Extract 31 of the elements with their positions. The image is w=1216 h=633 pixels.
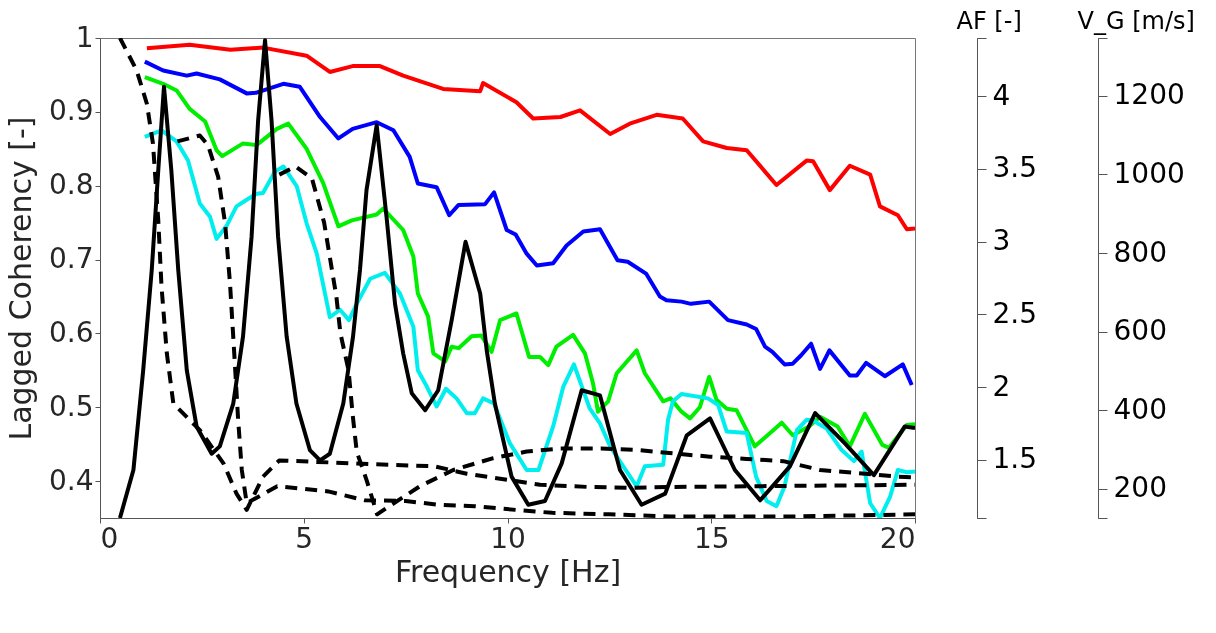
y-tick-label: 0.4 — [48, 463, 94, 497]
y3-axis-title: V_G [m/s] — [1077, 7, 1195, 35]
y2-tick-label: 1.5 — [992, 442, 1038, 476]
line-series — [142, 59, 914, 388]
y-tick-label: 0.7 — [48, 242, 94, 276]
y2-tick-label: 3 — [992, 224, 1011, 258]
y2-axis-title: AF [-] — [956, 7, 1022, 35]
y-tick-label: 1 — [75, 20, 94, 54]
y-tick-label: 0.9 — [48, 94, 94, 128]
x-tick-label: 5 — [295, 521, 314, 555]
y2-tick-label: 4 — [992, 78, 1011, 112]
line-series — [144, 42, 915, 232]
y3-tick-label: 400 — [1113, 392, 1167, 426]
y-axis-title: Lagged Coherency [-] — [2, 116, 38, 441]
y2-tick-label: 3.5 — [992, 151, 1038, 185]
y3-tick-label: 1000 — [1113, 156, 1185, 190]
y3-tick-label: 800 — [1113, 235, 1167, 269]
x-tick-label: 20 — [879, 521, 916, 555]
y3-tick-label: 600 — [1113, 314, 1167, 348]
y3-tick-label: 1200 — [1113, 78, 1185, 112]
y2-tick-label: 2 — [992, 369, 1011, 403]
x-tick-label: 10 — [490, 521, 526, 555]
line-series — [142, 75, 915, 450]
y-tick-label: 0.8 — [48, 168, 94, 202]
y2-tick-label: 2.5 — [992, 296, 1038, 330]
x-tick-label: 0 — [100, 521, 119, 555]
y3-tick-label: 200 — [1113, 471, 1167, 505]
x-tick-label: 15 — [693, 521, 730, 555]
y-tick-label: 0.6 — [48, 315, 94, 349]
y-tick-label: 0.5 — [48, 389, 94, 423]
x-axis-title: Frequency [Hz] — [394, 553, 622, 589]
